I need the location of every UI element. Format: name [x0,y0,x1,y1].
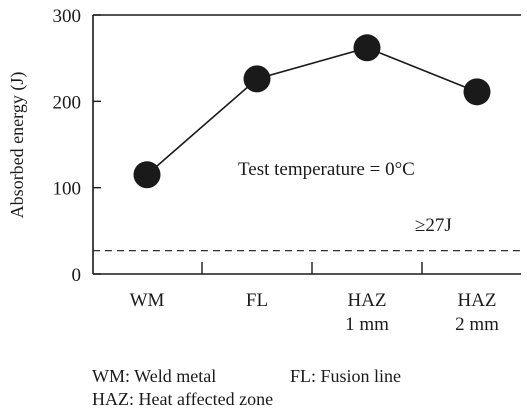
x-category-label: HAZ 1 mm [345,290,389,335]
data-point-1 [133,161,161,189]
data-point-3 [353,34,381,62]
threshold-label: ≥27J [415,215,452,236]
y-axis-label: Absorbed energy (J) [7,72,28,219]
y-tick-label: 200 [53,92,82,113]
legend-note-fusion-line: FL: Fusion line [290,366,402,386]
data-point-4 [463,78,491,106]
legend-note-heat-affected-zone: HAZ: Heat affected zone [92,389,274,409]
y-tick-label: 100 [53,179,82,200]
x-category-label: FL [246,290,268,311]
y-tick-label: 0 [72,265,82,286]
test-temperature-annotation: Test temperature = 0°C [238,159,415,180]
legend-note-weld-metal: WM: Weld metal [92,366,217,386]
x-category-label: HAZ 2 mm [455,290,499,335]
y-tick-label: 300 [53,6,82,27]
x-category-label: WM [130,290,165,311]
data-point-2 [243,65,271,93]
series-line [146,46,478,176]
